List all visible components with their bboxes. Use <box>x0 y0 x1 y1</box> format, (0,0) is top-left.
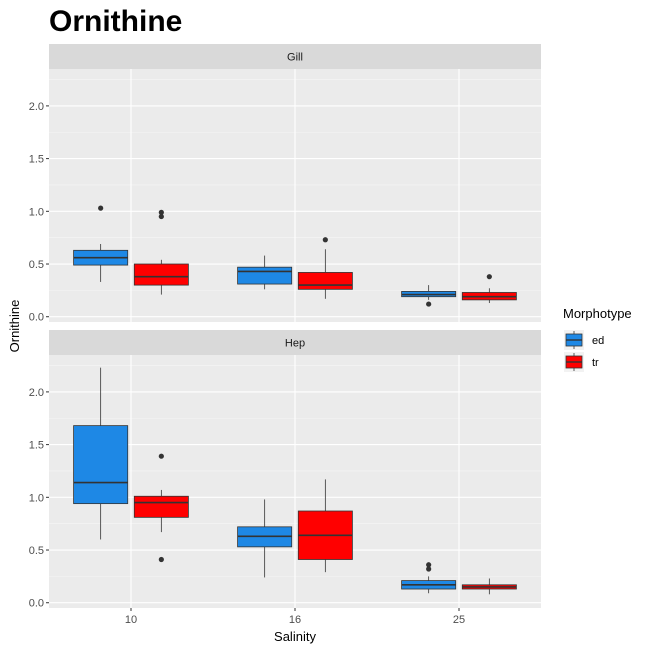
legend-item-tr: tr <box>564 352 599 372</box>
y-tick-label: 1.0 <box>29 206 44 218</box>
x-axis-title: Salinity <box>274 629 316 644</box>
y-axis-title: Ornithine <box>7 300 22 353</box>
x-tick-label: 25 <box>453 614 465 626</box>
boxplot-ed-salinity-10 <box>73 367 129 540</box>
box <box>133 263 189 286</box>
y-tick-label: 1.5 <box>29 440 44 452</box>
outlier-point <box>158 453 164 459</box>
box <box>73 425 129 505</box>
legend-item-ed: ed <box>564 330 604 350</box>
box <box>297 272 353 290</box>
boxplot-ed-salinity-16 <box>237 499 293 578</box>
facet-strip-label: Hep <box>285 338 305 350</box>
y-tick-label: 0.5 <box>29 259 44 271</box>
facet-strip-label: Gill <box>287 52 303 64</box>
outlier-point <box>486 274 492 280</box>
outlier-point <box>322 237 328 243</box>
facet-panel-gill: Gill 0.0 0.5 1.0 1.5 2.0 <box>29 44 541 324</box>
boxplot-tr-salinity-25 <box>461 274 517 304</box>
boxplot-tr-salinity-16 <box>297 237 353 299</box>
boxplot-ed-salinity-10 <box>73 205 129 282</box>
outlier-point <box>426 566 432 572</box>
page-title: Ornithine <box>49 5 183 38</box>
outlier-point <box>158 213 164 220</box>
outlier-point <box>98 205 104 211</box>
outlier-point <box>158 556 164 563</box>
facet-strip <box>49 44 541 69</box>
box <box>133 495 189 518</box>
boxplot-tr-salinity-16 <box>297 479 353 573</box>
boxplot-ed-salinity-25 <box>401 285 457 307</box>
outlier-point <box>158 209 164 215</box>
facet-panel-hep: Hep 0.0 0.5 1.0 1.5 2.0 <box>29 330 541 610</box>
x-tick-label: 10 <box>125 614 137 626</box>
box <box>237 266 293 285</box>
boxplot-tr-salinity-25 <box>461 578 517 595</box>
y-tick-label: 0.5 <box>29 545 44 557</box>
y-tick-label: 2.0 <box>29 387 44 399</box>
boxplot-tr-salinity-10 <box>133 209 189 295</box>
x-tick-label: 16 <box>289 614 301 626</box>
legend-label: tr <box>592 357 599 369</box>
boxplot-ed-salinity-25 <box>401 562 457 594</box>
legend-label: ed <box>592 335 604 347</box>
legend: Morphotype ed tr <box>563 306 632 372</box>
y-tick-label: 0.0 <box>29 312 44 324</box>
outlier-point <box>426 301 432 307</box>
y-tick-label: 1.5 <box>29 154 44 166</box>
legend-title: Morphotype <box>563 306 632 321</box>
y-tick-label: 1.0 <box>29 492 44 504</box>
outlier-point <box>426 562 432 568</box>
facet-strip <box>49 330 541 355</box>
y-tick-label: 2.0 <box>29 101 44 113</box>
boxplot-ed-salinity-16 <box>237 255 293 290</box>
y-tick-label: 0.0 <box>29 598 44 610</box>
boxplot-tr-salinity-10 <box>133 453 189 563</box>
